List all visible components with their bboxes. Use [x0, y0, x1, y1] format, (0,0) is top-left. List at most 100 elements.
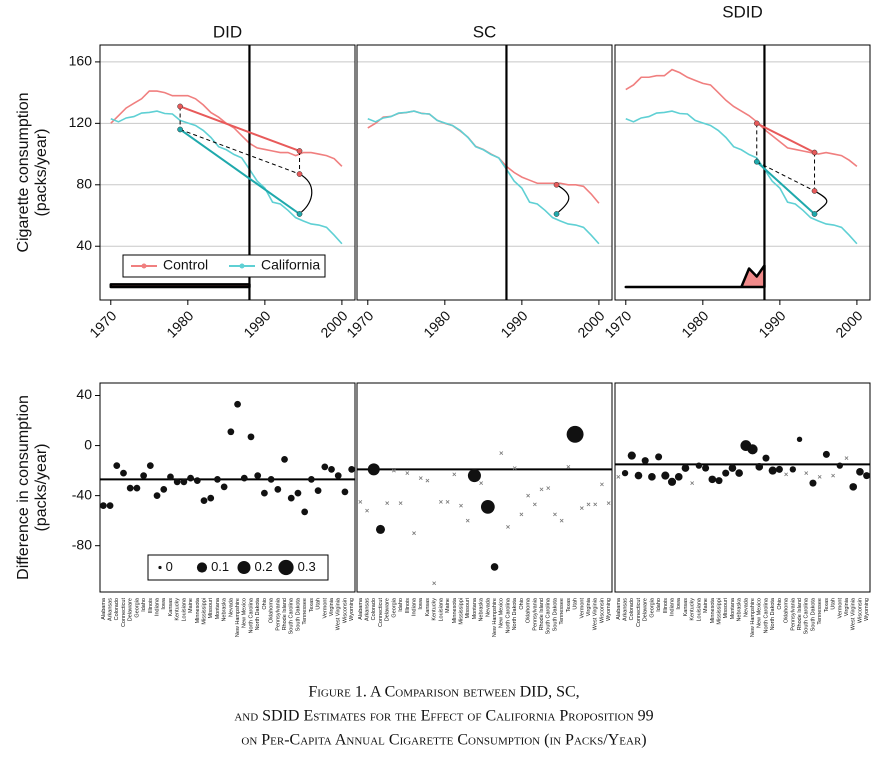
unit-dot	[702, 464, 710, 472]
category-label: New Hampshire	[235, 598, 241, 637]
legend-label: Control	[163, 257, 208, 273]
annotation-point	[177, 103, 183, 110]
category-label: Oklahoma	[784, 597, 790, 623]
zero-weight-marker	[418, 476, 423, 480]
unit-dot	[294, 489, 302, 497]
unit-dot	[106, 502, 114, 510]
unit-dot	[180, 478, 188, 486]
zero-weight-marker	[479, 481, 484, 486]
category-label: Missouri	[723, 598, 729, 618]
annotation-point	[553, 181, 560, 188]
zero-weight-marker	[593, 502, 598, 507]
unit-dot	[735, 469, 743, 477]
category-label: Montana	[472, 597, 478, 619]
y-tick-label: -80	[72, 536, 92, 552]
zero-weight-marker	[831, 473, 835, 478]
zero-weight-marker	[452, 472, 457, 477]
unit-dot	[133, 484, 141, 492]
unit-dot	[775, 465, 783, 473]
series-line	[110, 110, 343, 245]
annotation-point	[811, 149, 818, 156]
category-label: Virginia	[329, 597, 335, 616]
category-label: Arkansas	[108, 598, 114, 621]
x-tick-label: 2000	[832, 307, 865, 340]
zero-weight-marker	[526, 493, 531, 498]
category-label: South Carolina	[804, 597, 810, 634]
category-label: Mississippi	[458, 598, 464, 625]
unit-dot	[480, 500, 495, 514]
unit-dot	[755, 463, 764, 471]
unit-dot	[140, 472, 147, 479]
effect-arrow	[556, 184, 570, 213]
category-label: New Hampshire	[750, 598, 756, 637]
unit-dot	[146, 462, 154, 469]
zero-weight-marker	[385, 501, 390, 506]
treated-change	[756, 161, 816, 215]
annotation-point	[811, 188, 818, 194]
category-label: Louisiana	[438, 597, 444, 621]
unit-dot	[334, 472, 342, 479]
category-label: Mississippi	[716, 598, 722, 625]
category-label: New Mexico	[242, 598, 248, 628]
category-label: South Carolina	[546, 597, 552, 634]
unit-dot	[187, 474, 194, 482]
category-label: Illinois	[405, 598, 411, 614]
panel-frame	[614, 44, 871, 301]
effect-arrow	[814, 190, 828, 213]
unit-dot	[267, 475, 275, 483]
category-label: Alabama	[616, 597, 622, 620]
zero-weight-marker	[539, 487, 544, 492]
category-label: New Mexico	[757, 598, 763, 628]
unit-dot	[849, 483, 858, 491]
series-line	[110, 90, 343, 167]
zero-weight-marker	[566, 464, 571, 469]
category-label: Mississippi	[201, 598, 207, 625]
legend-box	[122, 254, 326, 278]
zero-weight-marker	[365, 508, 369, 513]
category-label: Montana	[215, 597, 221, 619]
category-label: Wisconsin	[599, 598, 605, 623]
zero-weight-marker	[512, 466, 517, 470]
zero-weight-marker	[600, 482, 604, 487]
legend-dot	[196, 562, 208, 573]
zero-weight-marker	[405, 471, 410, 475]
zero-weight-marker	[392, 468, 396, 473]
caption-line: and SDID Estimates for the Effect of Cal…	[234, 708, 653, 725]
category-label: West Virginia	[851, 597, 857, 630]
time-weights	[624, 264, 766, 289]
category-label: Tennessee	[302, 598, 308, 625]
caption-line: Figure 1. A Comparison between DID, SC,	[308, 684, 579, 701]
category-label: Rhode Island	[539, 598, 545, 630]
unit-dot	[667, 477, 677, 486]
annotation-point	[177, 126, 183, 133]
annotation-point	[811, 211, 818, 217]
category-label: Delaware	[385, 598, 391, 621]
unit-dot	[281, 455, 288, 463]
category-label: Tennessee	[559, 598, 565, 625]
unit-dot	[314, 487, 322, 495]
category-label: Nebraska	[479, 597, 485, 621]
unit-dot	[641, 457, 649, 465]
zero-weight-marker	[358, 500, 363, 504]
zero-weight-marker	[432, 581, 437, 586]
category-label: North Dakota	[770, 597, 776, 630]
legend-dot	[158, 565, 162, 570]
unit-dot	[367, 463, 380, 476]
x-tick-label: 1970	[86, 307, 119, 340]
legend-label: California	[261, 257, 320, 273]
x-tick-label: 1990	[240, 307, 273, 340]
effect-arrow	[299, 173, 313, 213]
zero-weight-marker	[817, 474, 822, 479]
category-label: Louisiana	[181, 597, 187, 621]
zero-weight-marker	[606, 501, 611, 506]
unit-dot	[328, 465, 335, 473]
category-label: Utah	[316, 598, 322, 610]
zero-weight-marker	[506, 525, 510, 529]
unit-dot	[856, 468, 864, 476]
zero-weight-marker	[844, 456, 849, 460]
category-label: Texas	[566, 598, 572, 613]
category-label: Nebraska	[222, 597, 228, 621]
category-label: Indiana	[411, 597, 417, 616]
category-label: Minnesota	[195, 597, 201, 623]
category-label: Vermont	[322, 598, 328, 619]
